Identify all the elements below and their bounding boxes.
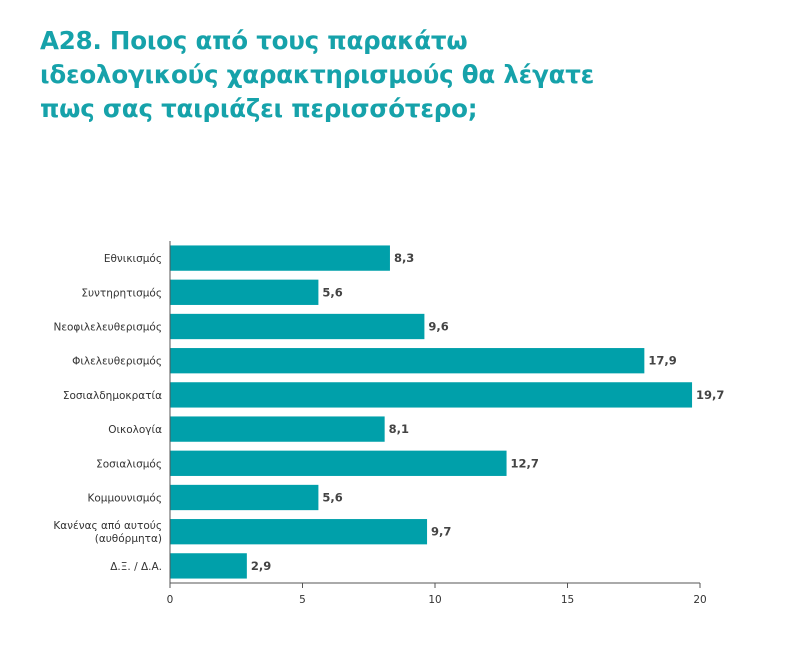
bar-value-label-5: 19,7 bbox=[696, 388, 724, 402]
chart-title: Α28. Ποιος από τους παρακάτω ιδεολογικού… bbox=[40, 24, 760, 126]
bar-value-label-6: 8,1 bbox=[389, 422, 409, 436]
category-label-9-line-1: Κανένας από αυτούς bbox=[53, 520, 162, 532]
bar-value-label-9: 9,7 bbox=[431, 525, 451, 539]
category-label-6: Οικολογία bbox=[108, 424, 162, 436]
category-label-5: Σοσιαλδημοκρατία bbox=[63, 390, 162, 402]
category-label-1: Εθνικισμός bbox=[104, 253, 162, 265]
x-tick-label-20: 20 bbox=[693, 594, 706, 606]
bar-10 bbox=[170, 553, 247, 579]
category-label-3: Νεοφιλελευθερισμός bbox=[53, 322, 162, 334]
chart-title-line-2: ιδεολογικούς χαρακτηρισμούς θα λέγατε bbox=[40, 60, 595, 89]
bar-3 bbox=[170, 313, 425, 340]
bar-value-label-10: 2,9 bbox=[251, 559, 271, 573]
category-label-9-line-2: (αυθόρμητα) bbox=[95, 533, 162, 545]
category-label-8: Κομμουνισμός bbox=[87, 493, 162, 505]
bar-value-label-1: 8,3 bbox=[394, 251, 414, 265]
bar-value-label-4: 17,9 bbox=[648, 354, 676, 368]
bar-2 bbox=[170, 279, 319, 305]
x-tick-label-15: 15 bbox=[561, 594, 574, 606]
x-tick-label-10: 10 bbox=[428, 594, 441, 606]
category-label-7: Σοσιαλισμός bbox=[96, 458, 162, 470]
bar-9 bbox=[170, 519, 428, 545]
bar-6 bbox=[170, 416, 385, 442]
x-tick-label-5: 5 bbox=[299, 594, 306, 606]
chart-title-line-1: Α28. Ποιος από τους παρακάτω bbox=[40, 26, 468, 55]
bar-1 bbox=[170, 245, 390, 271]
bar-5 bbox=[170, 382, 693, 408]
bar-value-label-3: 9,6 bbox=[428, 320, 448, 334]
bar-value-label-7: 12,7 bbox=[511, 456, 539, 470]
bar-4 bbox=[170, 348, 645, 374]
category-label-4: Φιλελευθερισμός bbox=[72, 356, 162, 368]
x-tick-label-0: 0 bbox=[167, 594, 174, 606]
bar-7 bbox=[170, 450, 507, 476]
bar-value-label-8: 5,6 bbox=[322, 491, 342, 505]
category-label-10: Δ.Ξ. / Δ.Α. bbox=[110, 561, 162, 573]
category-label-2: Συντηρητισμός bbox=[81, 287, 162, 299]
bar-8 bbox=[170, 484, 319, 511]
chart-title-line-3: πως σας ταιριάζει περισσότερο; bbox=[40, 94, 478, 123]
bar-value-label-2: 5,6 bbox=[322, 285, 342, 299]
